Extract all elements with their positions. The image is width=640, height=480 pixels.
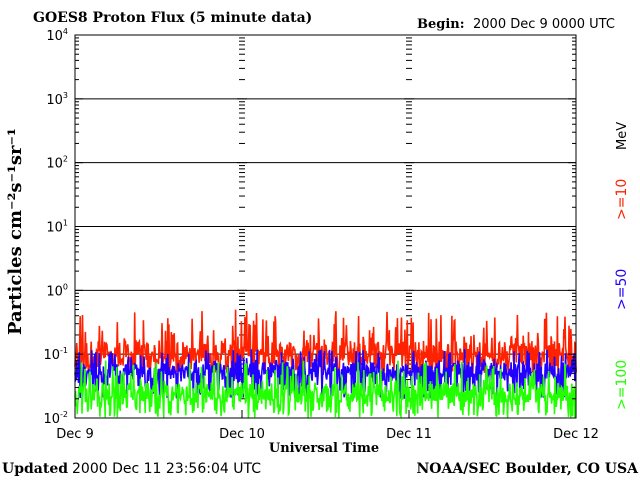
series-line-2 [74,360,577,420]
legend-unit: MeV [615,122,630,150]
x-tick-label: Dec 11 [386,427,432,442]
x-tick-label: Dec 12 [553,427,599,442]
begin-label: Begin: [417,17,465,32]
x-tick-label: Dec 10 [219,427,265,442]
x-axis-label: Universal Time [269,441,379,456]
y-tick-label: 102 [46,155,68,172]
legend-entry-0: >=10 [614,179,630,220]
legend: MeV >=10 >=50 >=100 [614,122,630,410]
x-tick-labels: Dec 9 Dec 10 Dec 11 Dec 12 [56,427,599,442]
x-tick-label: Dec 9 [56,427,94,442]
legend-entry-2: >=100 [614,360,630,410]
y-tick-label: 104 [46,27,68,44]
begin-value: 2000 Dec 9 0000 UTC [473,17,615,32]
footer-credit: NOAA/SEC Boulder, CO USA [417,461,640,477]
y-tick-labels: 10-2 10-1 100 101 102 103 104 [43,27,68,427]
series-line-0 [74,309,577,375]
y-tick-label: 10-2 [43,410,68,427]
chart-title: GOES8 Proton Flux (5 minute data) [33,10,312,26]
legend-entry-1: >=50 [614,269,630,310]
series-layer [74,309,577,420]
y-tick-label: 100 [46,282,68,299]
plot-frame [74,34,577,419]
y-tick-label: 101 [46,219,68,236]
y-axis-label: Particles cm⁻²s⁻¹sr⁻¹ [5,128,26,335]
footer-updated-label: Updated [2,461,68,477]
footer-updated-value: 2000 Dec 11 23:56:04 UTC [72,461,261,477]
y-tick-label: 103 [46,91,68,108]
y-tick-label: 10-1 [43,346,68,363]
